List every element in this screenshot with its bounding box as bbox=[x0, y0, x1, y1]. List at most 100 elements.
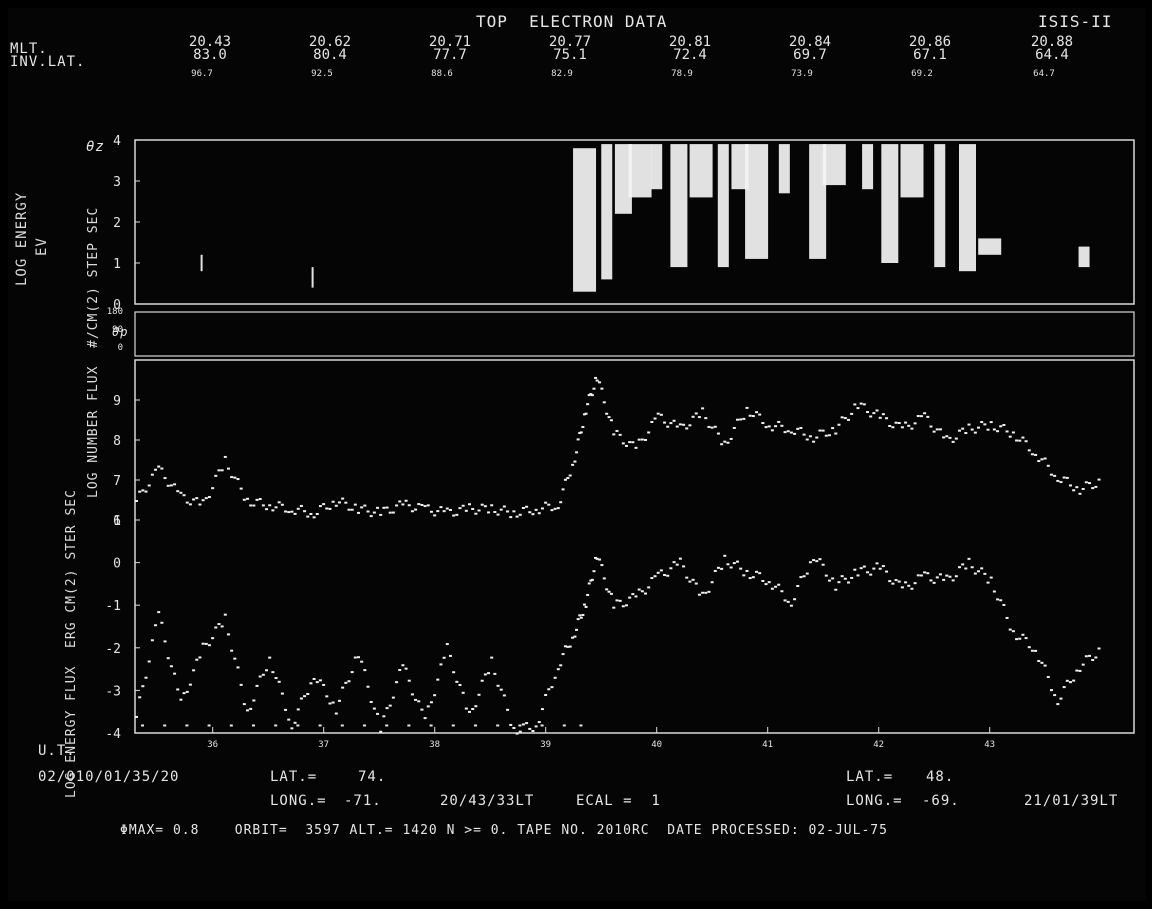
number-flux-point bbox=[556, 507, 560, 510]
number-flux-point bbox=[910, 427, 914, 430]
energy-flux-point bbox=[458, 683, 462, 686]
number-flux-point bbox=[678, 423, 682, 426]
energy-flux-point bbox=[980, 567, 984, 570]
number-flux-point bbox=[1068, 484, 1072, 487]
energy-flux-point bbox=[584, 605, 588, 608]
number-flux-point bbox=[723, 440, 727, 443]
energy-flux-point bbox=[1059, 697, 1063, 700]
number-flux-point bbox=[1034, 453, 1038, 456]
number-flux-point bbox=[506, 510, 510, 513]
number-flux-point bbox=[666, 425, 670, 428]
number-flux-point bbox=[261, 504, 265, 507]
energy-flux-point bbox=[487, 672, 491, 675]
number-flux-point bbox=[582, 413, 586, 416]
energy-flux-point bbox=[853, 568, 857, 571]
number-flux-point bbox=[818, 429, 822, 432]
number-flux-point bbox=[246, 497, 249, 500]
number-flux-point bbox=[382, 506, 386, 509]
energy-flux-point bbox=[461, 691, 465, 694]
number-flux-point bbox=[1018, 439, 1022, 442]
energy-flux-point bbox=[697, 593, 701, 596]
energy-flux-point bbox=[518, 724, 522, 727]
number-flux-point bbox=[615, 429, 619, 432]
energy-flux-ytick-label: -4 bbox=[105, 727, 121, 742]
energy-flux-point bbox=[521, 723, 525, 726]
energy-flux-point bbox=[382, 715, 386, 718]
number-flux-point bbox=[185, 501, 189, 504]
number-flux-point bbox=[916, 415, 920, 418]
energy-flux-point bbox=[872, 567, 876, 570]
number-flux-point bbox=[318, 505, 322, 508]
mlt-value: 20.77 bbox=[549, 34, 591, 50]
precipitation-band bbox=[900, 144, 924, 198]
energy-flux-point bbox=[751, 576, 755, 579]
energy-flux-ytick-label: -1 bbox=[105, 599, 121, 614]
energy-flux-point bbox=[720, 567, 724, 570]
energy-ytick-label: 0 bbox=[113, 298, 121, 313]
energy-flux-point bbox=[910, 587, 914, 590]
energy-flux-point bbox=[1078, 669, 1082, 672]
energy-flux-point bbox=[1084, 655, 1088, 658]
number-flux-point bbox=[303, 510, 307, 513]
energy-flux-point bbox=[589, 579, 593, 582]
invlat-value: 83.0 bbox=[193, 47, 227, 63]
number-flux-point bbox=[547, 503, 551, 506]
number-flux-point bbox=[609, 419, 613, 422]
invlat-value: 72.4 bbox=[673, 47, 707, 63]
energy-flux-point bbox=[271, 671, 275, 674]
long-end-value: -69. bbox=[922, 793, 960, 809]
flux-panel-frame bbox=[134, 359, 1135, 734]
energy-flux-point bbox=[938, 573, 942, 576]
number-flux-point bbox=[385, 506, 389, 509]
energy-flux-point bbox=[477, 693, 481, 696]
number-flux-point bbox=[624, 444, 628, 447]
energy-flux-point bbox=[1081, 663, 1085, 666]
energy-flux-point bbox=[653, 575, 657, 578]
ut-xtick-label: 37 bbox=[318, 740, 329, 750]
number-flux-point bbox=[932, 430, 936, 433]
theta-z-value: 92.5 bbox=[311, 69, 333, 79]
energy-flux-point bbox=[372, 707, 376, 710]
number-flux-point bbox=[942, 436, 946, 439]
number-flux-point bbox=[578, 432, 582, 435]
energy-flux-point bbox=[350, 671, 354, 674]
number-flux-point bbox=[341, 497, 345, 500]
pitch-ytick-label: 180 bbox=[107, 307, 123, 317]
number-flux-point bbox=[173, 483, 177, 486]
number-flux-point bbox=[452, 514, 456, 517]
number-flux-point bbox=[1037, 460, 1041, 463]
energy-flux-point bbox=[755, 570, 759, 573]
energy-flux-point bbox=[141, 685, 145, 688]
number-flux-point bbox=[493, 510, 497, 513]
number-flux-point bbox=[575, 451, 579, 454]
energy-flux-point bbox=[226, 633, 230, 636]
energy-flux-point bbox=[735, 560, 739, 563]
energy-flux-point bbox=[996, 598, 1000, 601]
energy-flux-point bbox=[144, 676, 148, 679]
number-flux-point bbox=[707, 425, 711, 428]
number-flux-point bbox=[1002, 423, 1006, 426]
number-flux-point bbox=[650, 420, 654, 423]
number-flux-point bbox=[929, 425, 933, 428]
energy-flux-point bbox=[1005, 616, 1009, 619]
energy-flux-point bbox=[970, 566, 974, 569]
energy-flux-point bbox=[556, 668, 560, 671]
number-flux-point bbox=[561, 488, 565, 491]
number-flux-point bbox=[748, 414, 752, 417]
number-flux-point bbox=[249, 504, 253, 507]
energy-flux-point bbox=[669, 567, 673, 570]
number-flux-point bbox=[230, 476, 234, 479]
number-flux-point bbox=[716, 432, 720, 435]
number-flux-ytick-label: 6 bbox=[113, 514, 121, 529]
energy-flux-point bbox=[258, 675, 262, 678]
energy-flux-point bbox=[341, 686, 345, 689]
number-flux-point bbox=[961, 427, 965, 430]
number-flux-point bbox=[592, 387, 596, 390]
energy-flux-point bbox=[160, 621, 164, 624]
number-flux-point bbox=[388, 511, 392, 514]
energy-flux-point bbox=[207, 724, 211, 727]
energy-flux-point bbox=[827, 579, 831, 582]
precipitation-band bbox=[573, 148, 597, 292]
number-flux-point bbox=[309, 512, 313, 515]
number-flux-point bbox=[182, 494, 186, 497]
